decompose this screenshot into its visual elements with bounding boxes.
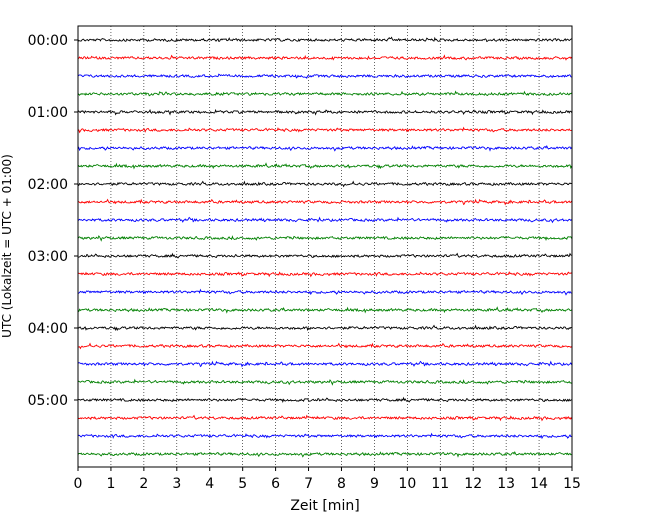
y-tick-label: 01:00: [28, 105, 68, 121]
trace-line: [77, 90, 572, 97]
trace-line: [77, 73, 572, 79]
trace-line: [77, 235, 572, 242]
x-tick-label: 13: [497, 476, 515, 492]
x-axis-label: Zeit [min]: [290, 498, 359, 514]
x-tick-label: 10: [398, 476, 416, 492]
x-tick-label: 0: [74, 476, 83, 492]
y-tick-label: 03:00: [28, 249, 68, 265]
y-tick-label: 02:00: [28, 177, 68, 193]
trace-line: [77, 288, 572, 296]
trace-line: [77, 360, 573, 368]
trace-line: [77, 396, 572, 404]
trace-line: [77, 432, 572, 440]
trace-line: [77, 324, 572, 332]
x-tick-label: 5: [238, 476, 247, 492]
x-tick-label: 4: [205, 476, 214, 492]
x-tick-label: 15: [563, 476, 581, 492]
trace-line: [77, 36, 572, 43]
y-tick-label: 04:00: [28, 321, 68, 337]
x-tick-label: 2: [139, 476, 148, 492]
x-tick-label: 12: [464, 476, 482, 492]
x-tick-label: 6: [271, 476, 280, 492]
trace-line: [78, 126, 572, 134]
trace-line: [77, 144, 572, 152]
x-tick-label: 11: [431, 476, 449, 492]
trace-line: [77, 54, 572, 61]
trace-line: [77, 180, 572, 188]
y-axis-ticks: 00:00 01:00 02:00 03:00 04:00 05:00: [28, 33, 78, 409]
x-axis-ticks: 0 1 2 3 4 5 6 7 8 9 10 11 12 13 14 15: [74, 467, 581, 492]
trace-line: [77, 306, 572, 314]
trace-line: [77, 198, 572, 206]
trace-line: [77, 414, 572, 422]
x-tick-label: 14: [530, 476, 548, 492]
trace-line: [77, 216, 572, 224]
y-tick-label: 00:00: [28, 33, 68, 49]
x-tick-label: 8: [337, 476, 346, 492]
x-tick-label: 1: [106, 476, 115, 492]
trace-line: [77, 108, 572, 116]
trace-line: [77, 162, 573, 170]
trace-line: [77, 271, 572, 278]
y-tick-label: 05:00: [28, 393, 68, 409]
trace-line: [77, 450, 572, 458]
x-tick-label: 7: [304, 476, 313, 492]
trace-line: [77, 378, 572, 386]
x-tick-label: 9: [370, 476, 379, 492]
plot-frame: [77, 25, 573, 468]
x-tick-label: 3: [172, 476, 181, 492]
trace-line: [77, 342, 572, 350]
seismogram-traces: [77, 36, 573, 458]
trace-line: [77, 252, 572, 259]
y-axis-label: UTC (Lokalzeit = UTC + 01:00): [0, 154, 14, 338]
